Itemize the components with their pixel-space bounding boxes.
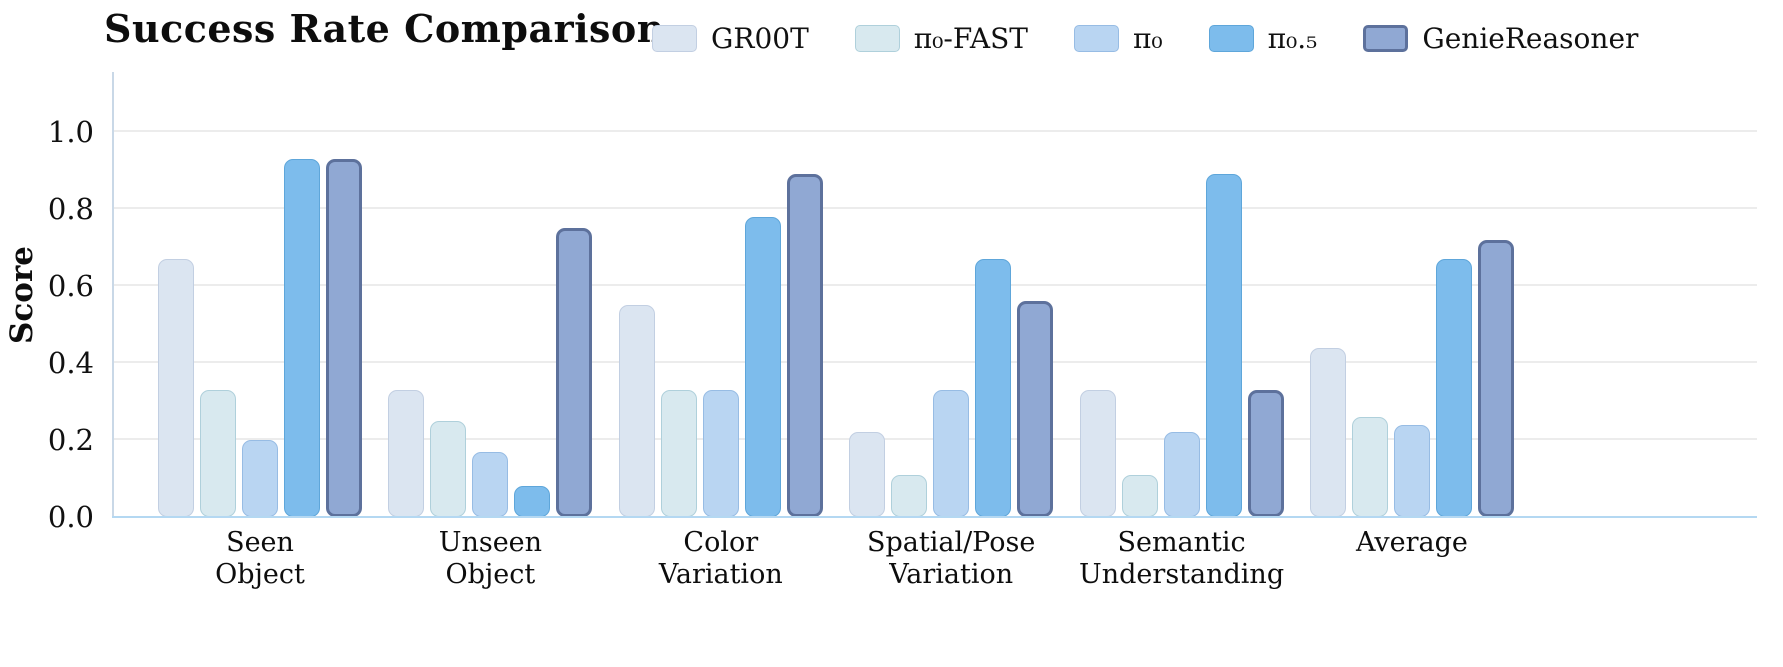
legend-swatch [1363,25,1409,52]
legend-item: π₀-FAST [854,22,1028,55]
legend-item: π₀.₅ [1208,22,1318,55]
bar [200,389,236,517]
category-label: Average [1356,527,1468,558]
legend-label: π₀-FAST [913,22,1028,55]
legend-label: GR00T [711,22,809,55]
bar-group: Average [1309,239,1514,558]
plot-area: 0.0 0.2 0.4 0.6 0.8 1.0 Seen Object Unseen Obj… [48,72,1757,590]
category-label: Semantic Understanding [1079,527,1285,590]
y-tick-label: 0.4 [47,346,94,380]
bar [1205,174,1242,517]
x-axis-line [112,516,1757,518]
gridline [112,361,1757,363]
y-tick-label: 0.8 [47,192,94,226]
bar-group: Color Variation [618,174,823,590]
legend-swatch [652,25,697,52]
bar [1017,301,1054,517]
bar [1121,474,1158,517]
bar [158,259,194,517]
bar [933,389,970,517]
bar-row [388,228,593,517]
legend-swatch [1208,25,1254,52]
bar [1435,259,1472,517]
bar [1163,432,1200,517]
bar [326,158,362,517]
bar-row [849,259,1054,517]
bar [618,305,655,517]
bar [556,228,593,517]
bar-group: Semantic Understanding [1079,174,1284,590]
chart-title: Success Rate Comparison [104,6,665,51]
legend-label: π₀.₅ [1267,22,1318,55]
y-tick-label: 0.6 [47,269,94,303]
legend-item: π₀ [1073,22,1163,55]
bar [786,174,823,517]
y-axis-line [112,72,114,517]
legend-swatch [854,25,900,52]
bar [660,389,697,517]
bar [472,451,509,517]
bar-groups: Seen Object Unseen Object Color Variation S… [158,72,1514,590]
bar [891,474,928,517]
y-tick-label: 0.2 [47,423,94,457]
y-tick-label: 1.0 [47,115,94,149]
legend-item: GR00T [652,22,809,55]
bar [744,216,781,517]
bar [1477,239,1514,517]
category-label: Seen Object [215,527,305,590]
bar [430,420,467,517]
bar [1079,389,1116,517]
bar [388,389,425,517]
bar [1247,389,1284,517]
bar [975,259,1012,517]
bar-group: Unseen Object [388,228,593,590]
bar [514,486,551,517]
category-label: Unseen Object [438,527,543,590]
bar-group: Seen Object [158,158,362,590]
bar [1309,347,1346,517]
bar [242,440,278,517]
gridline [112,284,1757,286]
bar [1393,424,1430,517]
bar [849,432,886,517]
category-label: Color Variation [658,527,783,590]
bar-group: Spatial/Pose Variation [849,259,1054,590]
legend-swatch [1073,25,1119,52]
bar [702,389,739,517]
legend: GR00T π₀-FAST π₀ π₀.₅ GenieReasoner [652,22,1638,55]
gridline [112,207,1757,209]
bar-row [158,158,362,517]
gridline [112,130,1757,132]
bar-row [1309,239,1514,517]
bar-row [1079,174,1284,517]
bar [284,158,320,517]
legend-label: GenieReasoner [1422,22,1639,55]
bar [1351,416,1388,517]
legend-item: GenieReasoner [1363,22,1638,55]
y-tick-label: 0.0 [47,500,94,534]
legend-label: π₀ [1132,22,1163,55]
category-label: Spatial/Pose Variation [866,527,1036,590]
bar-row [618,174,823,517]
